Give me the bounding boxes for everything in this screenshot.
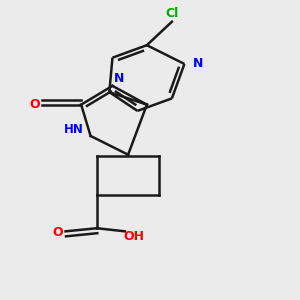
Text: N: N [193,58,203,70]
Text: OH: OH [124,230,145,244]
Text: O: O [29,98,40,111]
Text: N: N [113,71,124,85]
Text: O: O [52,226,63,239]
Text: HN: HN [63,123,83,136]
Text: Cl: Cl [165,8,178,20]
